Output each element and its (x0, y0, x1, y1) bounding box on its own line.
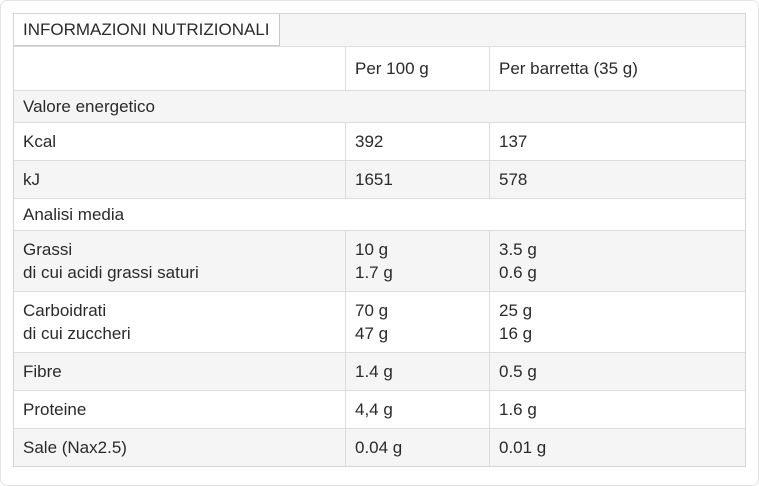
value-main: 10 g (355, 240, 389, 259)
cell-label: Proteine (23, 400, 87, 419)
section-label: Analisi media (23, 205, 125, 224)
section-row-valore-energetico: Valore energetico (14, 90, 745, 122)
table-title-row: INFORMAZIONI NUTRIZIONALI (14, 14, 745, 46)
cell-value-per-100g: 4,4 g (345, 391, 489, 428)
value-main: 70 g (355, 301, 389, 320)
cell-value-per-barretta: 578 (489, 161, 745, 198)
table-title: INFORMAZIONI NUTRIZIONALI (14, 14, 280, 46)
cell-label: kJ (23, 170, 40, 189)
label-sub: di cui zuccheri (23, 324, 131, 343)
value-main: 3.5 g (499, 240, 537, 259)
label-main: Carboidrati (23, 301, 107, 320)
value-sub: 16 g (499, 324, 533, 343)
cell-value-per-100g: 70 g 47 g (345, 292, 489, 352)
cell-label: Kcal (23, 132, 57, 151)
column-header-row: Per 100 g Per barretta (35 g) (14, 46, 745, 90)
cell-value-per-barretta: 137 (489, 123, 745, 160)
row-carboidrati: Carboidrati di cui zuccheri 70 g 47 g 25… (14, 291, 745, 352)
value-sub: 1.7 g (355, 263, 393, 282)
cell-value-per-100g: 10 g 1.7 g (345, 231, 489, 291)
row-sale: Sale (Nax2.5) 0.04 g 0.01 g (14, 428, 745, 466)
cell-value-per-100g: 0.04 g (345, 429, 489, 466)
cell-value-per-barretta: 1.6 g (489, 391, 745, 428)
row-kj: kJ 1651 578 (14, 160, 745, 198)
cell-label: Carboidrati di cui zuccheri (14, 292, 345, 352)
cell-value-per-barretta: 0.01 g (489, 429, 745, 466)
value-main: 25 g (499, 301, 533, 320)
nutrition-table: INFORMAZIONI NUTRIZIONALI Per 100 g Per … (13, 13, 746, 467)
row-kcal: Kcal 392 137 (14, 122, 745, 160)
cell-value-per-barretta: 0.5 g (489, 353, 745, 390)
row-fibre: Fibre 1.4 g 0.5 g (14, 352, 745, 390)
cell-value-per-barretta: 3.5 g 0.6 g (489, 231, 745, 291)
column-header-per-100g: Per 100 g (345, 47, 489, 90)
column-header-empty (14, 47, 345, 90)
cell-value-per-barretta: 25 g 16 g (489, 292, 745, 352)
cell-value-per-100g: 1.4 g (345, 353, 489, 390)
cell-label: Sale (Nax2.5) (23, 438, 127, 457)
row-proteine: Proteine 4,4 g 1.6 g (14, 390, 745, 428)
value-sub: 0.6 g (499, 263, 537, 282)
cell-label: Fibre (23, 362, 62, 381)
value-sub: 47 g (355, 324, 389, 343)
column-header-per-barretta: Per barretta (35 g) (489, 47, 745, 90)
cell-value-per-100g: 392 (345, 123, 489, 160)
label-sub: di cui acidi grassi saturi (23, 263, 199, 282)
label-main: Grassi (23, 240, 73, 259)
section-label: Valore energetico (23, 97, 155, 116)
section-row-analisi-media: Analisi media (14, 198, 745, 230)
cell-value-per-100g: 1651 (345, 161, 489, 198)
cell-label: Grassi di cui acidi grassi saturi (14, 231, 345, 291)
row-grassi: Grassi di cui acidi grassi saturi 10 g 1… (14, 230, 745, 291)
